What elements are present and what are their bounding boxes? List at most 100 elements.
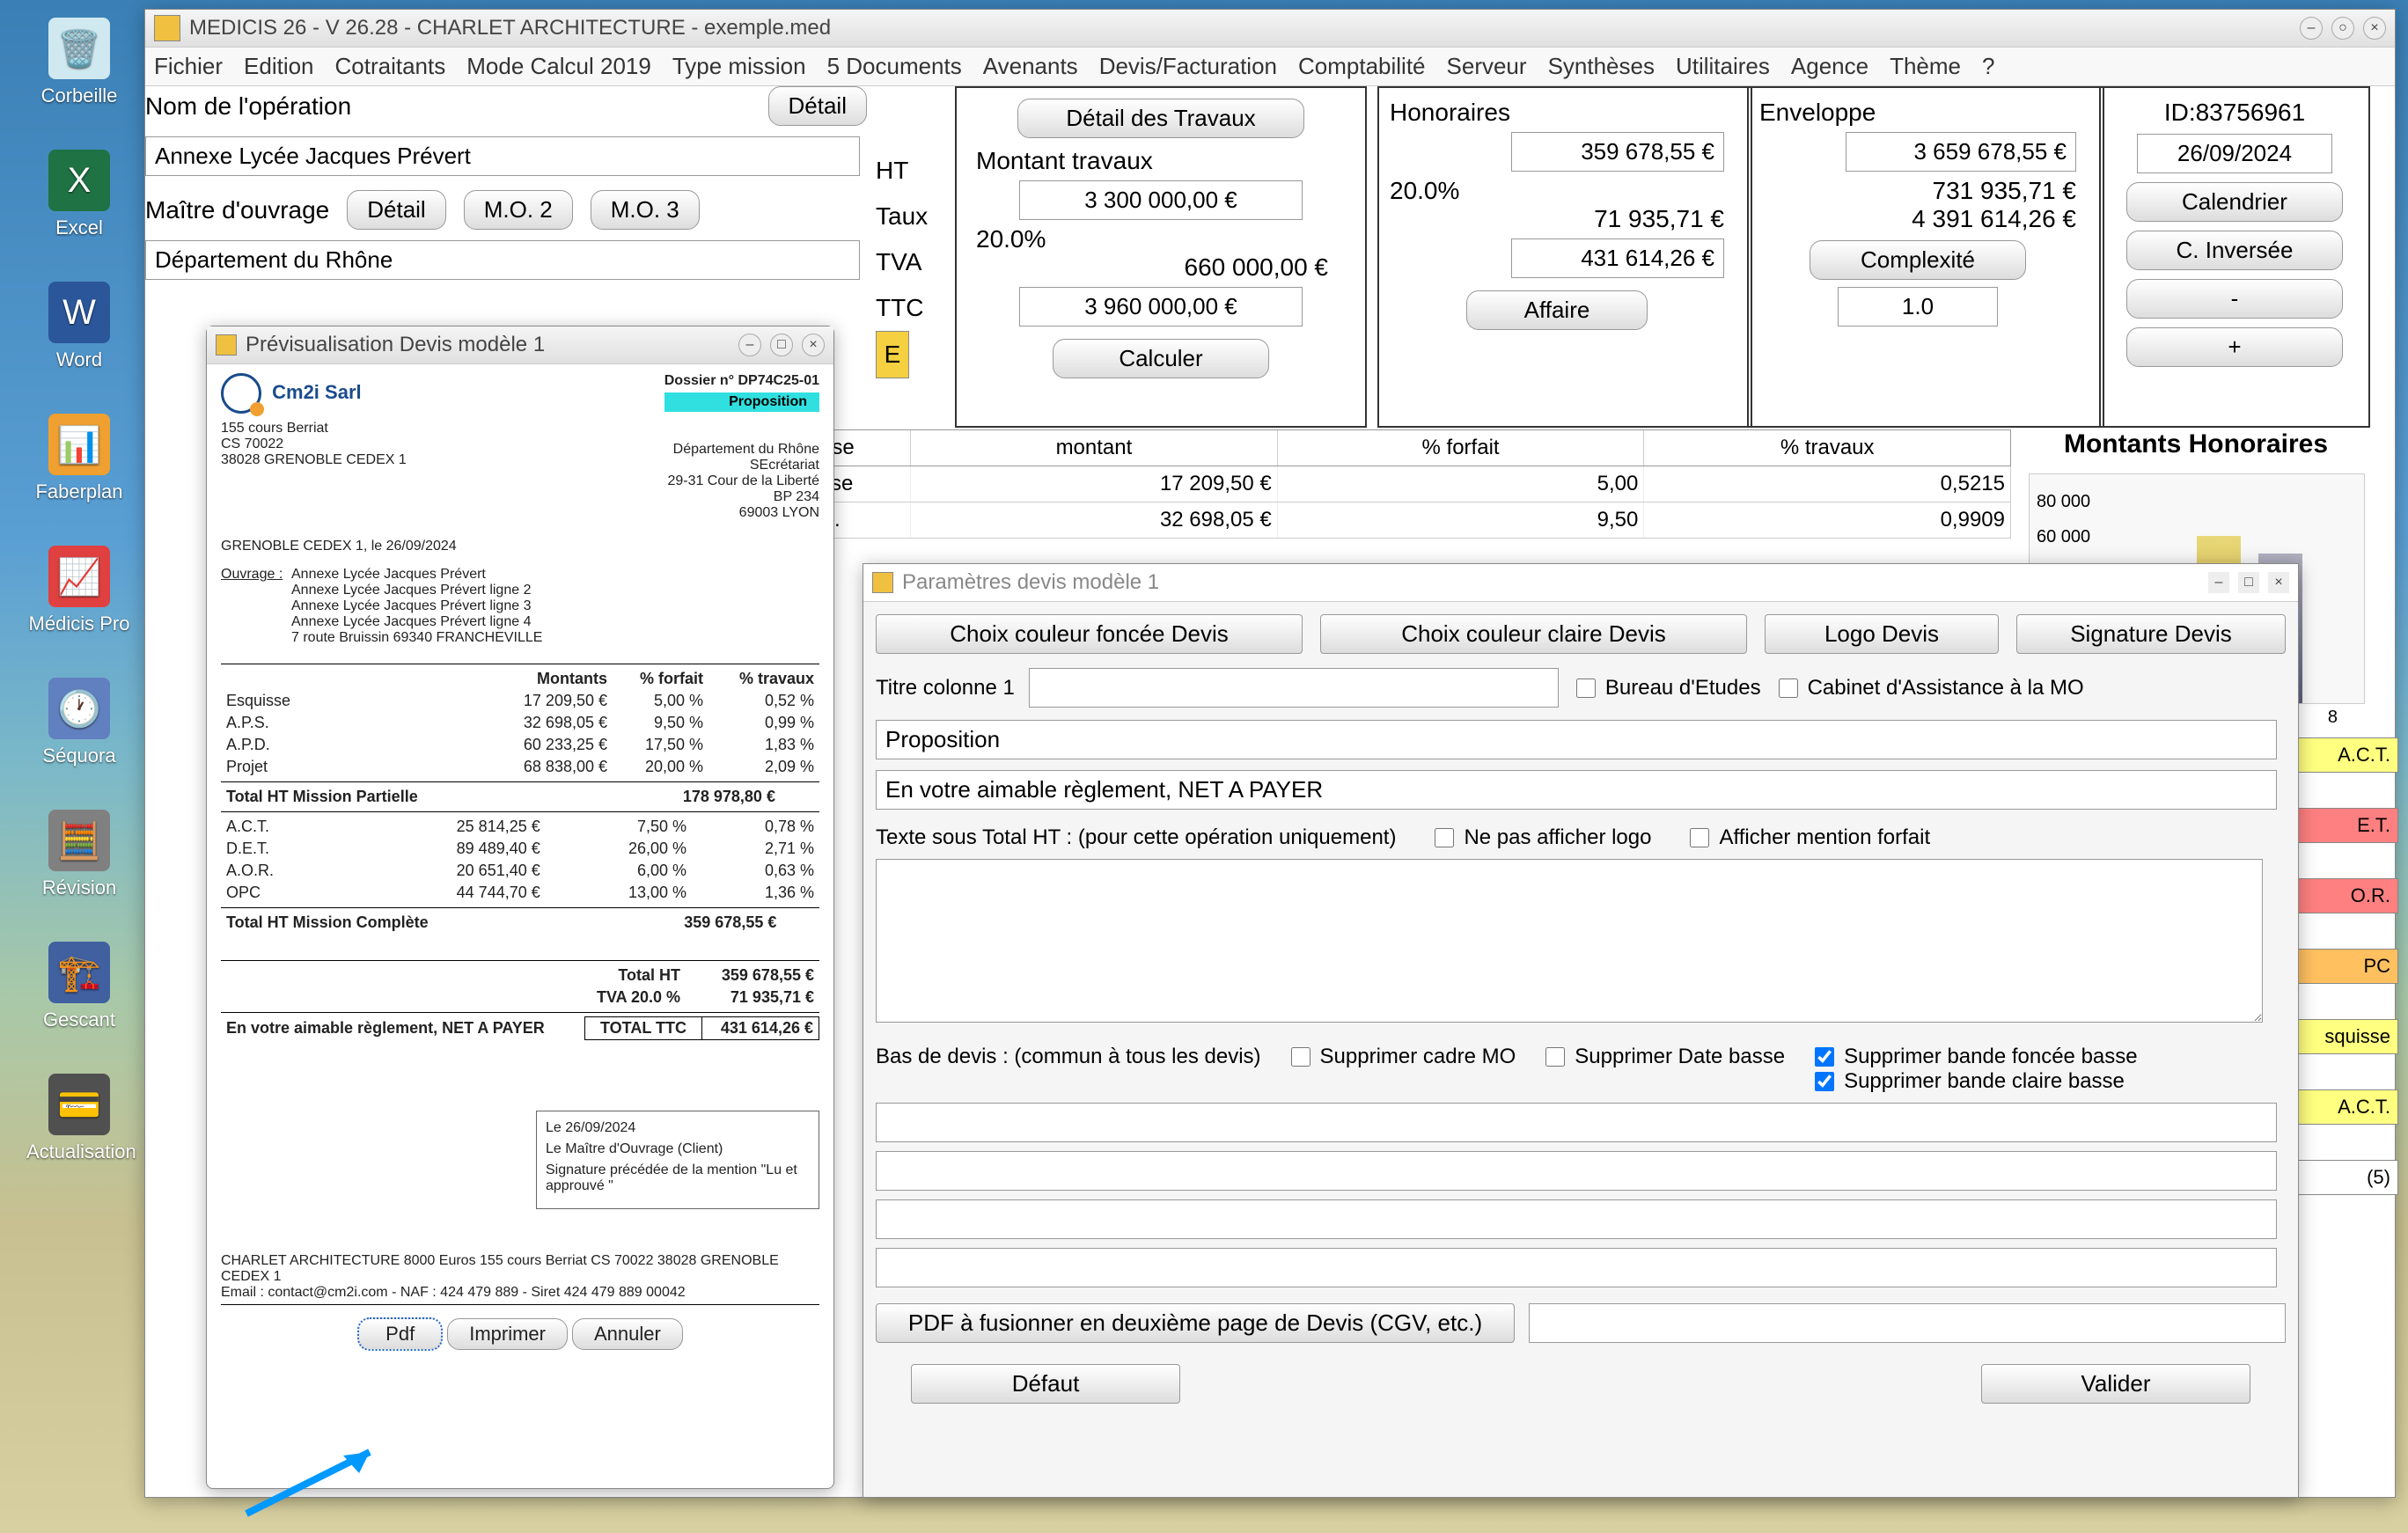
travaux-taux: 20.0% [967, 225, 1354, 253]
menu-item[interactable]: Utilitaires [1676, 53, 1770, 79]
forfait-check[interactable]: Afficher mention forfait [1686, 825, 1930, 850]
menu-item[interactable]: Mode Calcul 2019 [466, 53, 651, 79]
hono-ht[interactable] [1511, 132, 1724, 172]
menu-item[interactable]: Fichier [154, 53, 223, 79]
desktop-icon[interactable]: 📊Faberplan [26, 414, 132, 503]
travaux-ttc-input[interactable] [1019, 287, 1303, 326]
couleur-foncee-button[interactable]: Choix couleur foncée Devis [876, 614, 1303, 654]
menu-item[interactable]: Synthèses [1548, 53, 1655, 79]
affaire-button[interactable]: Affaire [1466, 290, 1648, 330]
menu-item[interactable]: Type mission [672, 53, 806, 79]
desktop-icon[interactable]: XExcel [26, 150, 132, 239]
tag-button[interactable]: A.C.T. [2293, 737, 2398, 773]
cabinet-check[interactable]: Cabinet d'Assistance à la MO [1775, 676, 2084, 700]
prop-input[interactable] [876, 720, 2277, 759]
maximize-icon[interactable]: □ [2238, 572, 2259, 593]
date-input[interactable] [2137, 134, 2332, 173]
close-icon[interactable]: × [802, 334, 825, 356]
calculer-button[interactable]: Calculer [1053, 339, 1269, 378]
bas2-input[interactable] [876, 1151, 2277, 1191]
texte-ht-textarea[interactable] [876, 859, 2263, 1023]
reglement-input[interactable] [876, 770, 2277, 810]
tag-button[interactable]: squisse [2293, 1019, 2398, 1054]
calendrier-button[interactable]: Calendrier [2126, 182, 2343, 222]
close-icon[interactable]: × [2363, 17, 2386, 40]
desktop-icon[interactable]: 🧮Révision [26, 810, 132, 899]
minimize-icon[interactable]: – [2300, 17, 2323, 40]
imprimer-button[interactable]: Imprimer [447, 1318, 568, 1350]
plus-button[interactable]: + [2126, 327, 2343, 367]
close-icon[interactable]: × [2268, 572, 2289, 593]
cinversee-button[interactable]: C. Inversée [2126, 231, 2343, 270]
desktop-icon[interactable]: 🗑️Corbeille [26, 18, 132, 107]
bas4-input[interactable] [876, 1248, 2277, 1287]
titre-colonne-input[interactable] [1029, 668, 1559, 708]
supmo-check[interactable]: Supprimer cadre MO [1288, 1045, 1516, 1069]
menu-item[interactable]: Agence [1791, 53, 1868, 79]
menu-item[interactable]: Cotraitants [335, 53, 446, 79]
signature-devis-button[interactable]: Signature Devis [2016, 614, 2286, 654]
complexite-button[interactable]: Complexité [1810, 240, 2026, 280]
menu-item[interactable]: Avenants [983, 53, 1078, 79]
nologo-check[interactable]: Ne pas afficher logo [1431, 825, 1651, 850]
preview-document: Cm2i Sarl Dossier n° DP74C25-01 Proposit… [207, 364, 833, 1360]
valider-button[interactable]: Valider [1981, 1364, 2250, 1404]
menu-item[interactable]: Edition [244, 53, 314, 79]
complexite-input[interactable] [1838, 287, 1998, 326]
travaux-ht-input[interactable] [1019, 180, 1303, 220]
tag-button[interactable]: (5) [2293, 1160, 2398, 1195]
bas3-input[interactable] [876, 1199, 2277, 1239]
app-icon [154, 15, 180, 41]
mo3-button[interactable]: M.O. 3 [591, 190, 700, 230]
main-titlebar: MEDICIS 26 - V 26.28 - CHARLET ARCHITECT… [145, 10, 2395, 48]
defaut-button[interactable]: Défaut [911, 1364, 1180, 1404]
menu-item[interactable]: 5 Documents [827, 53, 962, 79]
bureau-etudes-check[interactable]: Bureau d'Etudes [1573, 676, 1761, 700]
tag-button[interactable]: O.R. [2293, 878, 2398, 913]
desktop-icon[interactable]: 💳Actualisation [26, 1074, 132, 1163]
desktop-icon[interactable]: 🏗️Gescant [26, 942, 132, 1031]
minus-button[interactable]: - [2126, 279, 2343, 319]
supdate-check[interactable]: Supprimer Date basse [1542, 1045, 1785, 1069]
maximize-icon[interactable]: ○ [2331, 17, 2354, 40]
mo-input[interactable] [145, 240, 860, 280]
hono-tva: 71 935,71 € [1390, 205, 1724, 233]
hono-ttc[interactable] [1511, 238, 1724, 278]
mo2-button[interactable]: M.O. 2 [464, 190, 573, 230]
menu-item[interactable]: Devis/Facturation [1099, 53, 1277, 79]
param-titlebar: Paramètres devis modèle 1 – □ × [863, 564, 2298, 602]
detail-button[interactable]: Détail [768, 86, 867, 126]
env-ttc: 4 391 614,26 € [1759, 205, 2076, 233]
tag-button[interactable]: E.T. [2293, 808, 2398, 843]
honoraires-title: Honoraires [1390, 99, 1724, 127]
main-menubar: Fichier Edition Cotraitants Mode Calcul 201… [145, 48, 2395, 86]
bas1-input[interactable] [876, 1103, 2277, 1142]
operation-input[interactable] [145, 136, 860, 176]
menu-item[interactable]: Comptabilité [1298, 53, 1426, 79]
env-ht[interactable] [1846, 132, 2076, 172]
menu-item[interactable]: Serveur [1447, 53, 1527, 79]
taux-label: Taux [876, 194, 928, 239]
menu-item[interactable]: ? [1982, 53, 1994, 79]
pdf-path-input[interactable] [1529, 1303, 2286, 1343]
minimize-icon[interactable]: – [738, 334, 761, 356]
detail-button-2[interactable]: Détail [347, 190, 445, 230]
supbc-check[interactable]: Supprimer bande claire basse [1811, 1069, 2138, 1094]
mo-label: Maître d'ouvrage [145, 196, 329, 224]
tag-button[interactable]: A.C.T. [2293, 1089, 2398, 1125]
maximize-icon[interactable]: □ [770, 334, 793, 356]
desktop-icon[interactable]: 📈Médicis Pro [26, 546, 132, 635]
detail-travaux-button[interactable]: Détail des Travaux [1017, 99, 1304, 138]
annuler-button[interactable]: Annuler [572, 1318, 683, 1350]
minimize-icon[interactable]: – [2208, 572, 2229, 593]
desktop-icon[interactable]: WWord [26, 282, 132, 371]
supbf-check[interactable]: Supprimer bande foncée basse [1811, 1045, 2138, 1069]
tag-button[interactable]: PC [2293, 949, 2398, 984]
arrow-icon [238, 1443, 396, 1522]
pdf-button[interactable]: Pdf [357, 1317, 443, 1351]
logo-devis-button[interactable]: Logo Devis [1765, 614, 1999, 654]
menu-item[interactable]: Thème [1890, 53, 1961, 79]
pdf-merge-button[interactable]: PDF à fusionner en deuxième page de Devi… [876, 1303, 1515, 1343]
couleur-claire-button[interactable]: Choix couleur claire Devis [1320, 614, 1747, 654]
desktop-icon[interactable]: 🕐Séquora [26, 678, 132, 767]
